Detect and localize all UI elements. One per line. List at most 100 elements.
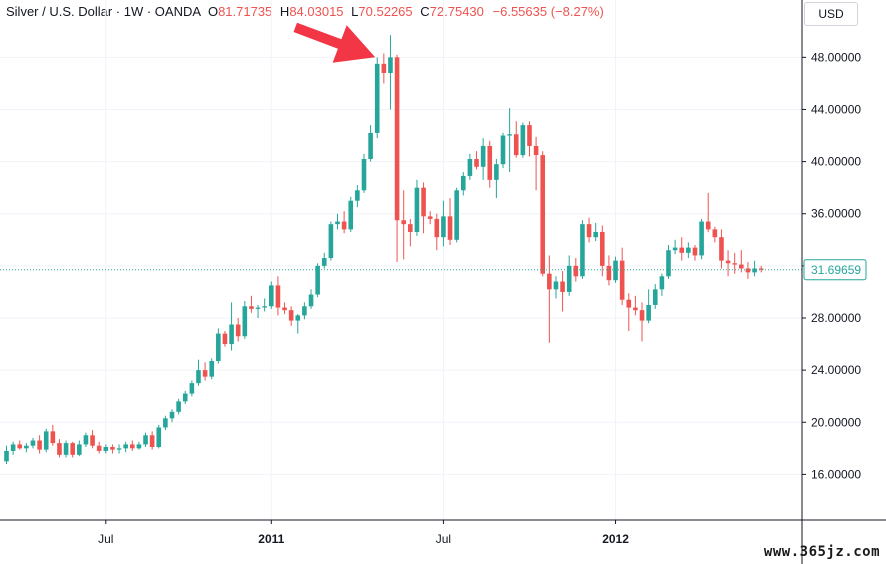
candle [136,441,142,450]
candle-body [182,393,188,402]
open-label: O [207,4,219,19]
candle-body [50,431,56,444]
candle [262,298,267,312]
candle-body [752,268,757,273]
candle-body [414,187,420,232]
candle-body [129,444,135,449]
candle-body [679,247,685,253]
y-tick-label: 48.00000 [811,50,861,64]
candle [341,211,347,234]
low-value: 70.52265 [358,4,413,19]
high-label: H [279,4,290,19]
chart-legend: Silver / U.S. Dollar · 1W · OANDA O81.71… [6,4,604,19]
candle [143,432,148,448]
candle-body [235,324,241,337]
candle [335,213,340,230]
candle-body [388,57,393,73]
candle-body [295,315,301,321]
candle [454,187,459,243]
candle-body [70,443,75,455]
candle [63,440,69,458]
candle-body [229,324,234,345]
y-tick-label: 24.00000 [811,363,861,377]
candle [77,440,82,457]
candle [169,409,175,423]
candle-body [659,276,665,290]
candle-body [666,250,671,277]
candle [712,226,718,243]
candle-body [686,247,691,253]
candle-body [110,447,115,450]
candle [57,439,62,458]
candle-body [156,427,162,448]
candle-body [242,306,248,337]
y-tick-label: 20.00000 [811,415,861,429]
candle [10,441,16,455]
candle-body [37,440,42,450]
candle [24,443,29,453]
candle [328,221,334,261]
candle [189,380,195,397]
candle [427,211,433,225]
candle [401,190,406,260]
candle [414,179,420,236]
candle [348,196,354,232]
currency-button[interactable]: USD [804,2,858,26]
candle [229,302,234,351]
candle-body [633,307,638,311]
candle [434,213,440,251]
candle-body [427,216,433,219]
candle-body [619,260,625,300]
candle-body [30,440,36,446]
candle-body [401,220,406,225]
candle [520,122,526,158]
candle [533,136,539,191]
candle [163,415,168,431]
candle [149,431,155,450]
candle-body [355,190,360,201]
candle [666,245,671,279]
candle [560,271,565,312]
candle [308,289,314,309]
candle [652,284,658,309]
candle-body [57,443,62,455]
candle-body [216,333,221,362]
watermark: www.365jz.com [763,544,880,560]
candle-body [176,401,181,412]
candle [43,428,49,453]
candle-body [361,158,367,191]
y-tick-label: 44.00000 [811,102,861,116]
candle-body [712,229,718,238]
candle [368,125,373,162]
candle-body [441,216,446,238]
last-price-label: 31.69659 [811,263,861,277]
candle [686,242,691,259]
candle-body [573,265,579,277]
candle-body [328,224,334,259]
candle-body [43,431,49,450]
candle-body [494,164,499,180]
candle-body [24,445,29,449]
candle [758,265,764,273]
candle-body [527,125,532,146]
candle-body [758,268,764,270]
candle [83,432,89,448]
candle-body [348,200,354,230]
candle [586,217,592,243]
candle-body [222,333,228,345]
candle [480,138,486,180]
candle [216,328,221,364]
candle-body [163,418,168,428]
candle-body [739,264,744,269]
candle [255,304,261,318]
x-tick-label: 2012 [602,532,629,546]
candle-body [580,224,585,277]
candle [639,302,645,342]
candle-body [123,444,128,449]
candle-body [96,445,102,451]
candle-body [553,281,559,290]
candle-body [447,216,453,240]
x-tick-label: Jul [98,532,113,546]
candle-body [732,263,737,265]
